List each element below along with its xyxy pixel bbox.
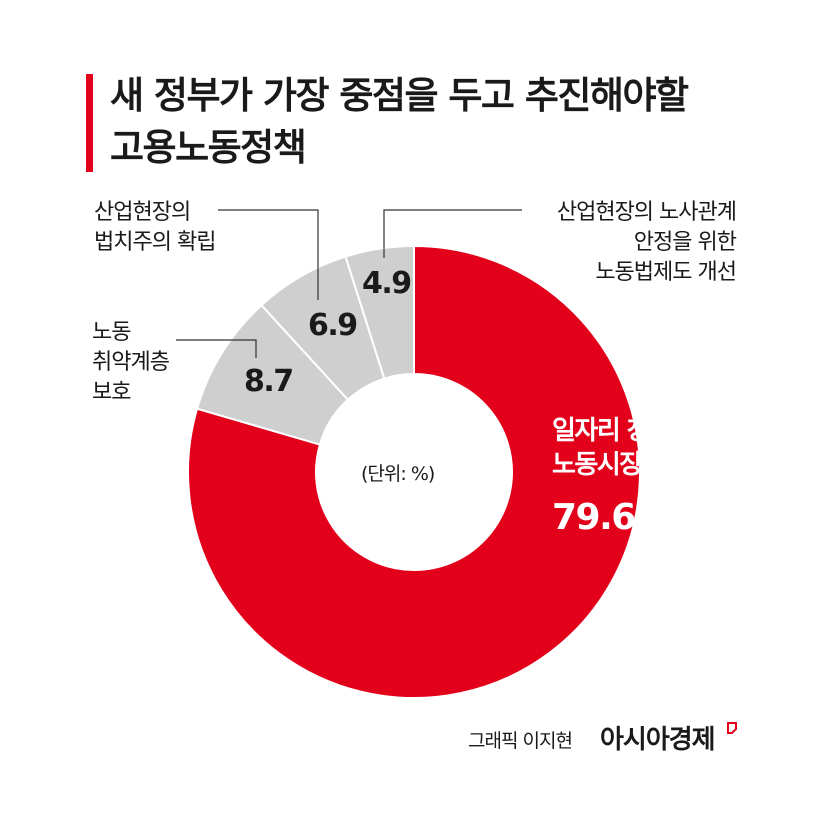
slice-label-rule-of-law-line-1: 산업현장의 bbox=[94, 200, 191, 225]
chart-title: 새 정부가 가장 중점을 두고 추진해야할 고용노동정책 bbox=[110, 70, 810, 174]
logo-mark-icon bbox=[727, 722, 737, 734]
slice-value-vulnerable-workers: 8.7 bbox=[244, 364, 294, 399]
chart-title-line-2: 고용노동정책 bbox=[110, 126, 307, 169]
slice-label-rule-of-law: 산업현장의 법치주의 확립 bbox=[94, 198, 216, 258]
graphic-credit: 그래픽 이지현 bbox=[468, 730, 573, 752]
slice-labor-relations bbox=[344, 244, 415, 380]
slice-value-labor-relations: 4.9 bbox=[362, 266, 412, 301]
leader-line-rule-of-law bbox=[218, 209, 319, 300]
slice-label-rule-of-law-line-2: 법치주의 확립 bbox=[94, 230, 216, 255]
slice-label-job-creation: 일자리 창출을 위한 노동시장 활성화 bbox=[552, 414, 748, 482]
slice-label-job-creation-line-1: 일자리 창출을 위한 bbox=[552, 416, 748, 446]
slice-label-labor-relations-line-1: 산업현장의 노사관계 bbox=[556, 200, 737, 225]
leader-line-labor-relations bbox=[383, 209, 522, 258]
slice-label-labor-relations-line-3: 노동법제도 개선 bbox=[595, 260, 737, 285]
slice-label-labor-relations-line-2: 안정을 위한 bbox=[633, 230, 737, 255]
leader-lines bbox=[176, 209, 522, 358]
leader-line-vulnerable-workers bbox=[176, 339, 257, 358]
slice-label-vulnerable-workers-line-2: 취약계층 bbox=[92, 350, 170, 375]
slice-label-vulnerable-workers: 노동 취약계층 보호 bbox=[92, 318, 170, 408]
slice-value-rule-of-law: 6.9 bbox=[308, 308, 358, 343]
slice-label-vulnerable-workers-line-1: 노동 bbox=[92, 320, 131, 345]
slice-label-vulnerable-workers-line-3: 보호 bbox=[92, 380, 131, 405]
unit-label: (단위: %) bbox=[361, 463, 435, 485]
chart-title-line-1: 새 정부가 가장 중점을 두고 추진해야할 bbox=[110, 74, 689, 117]
slice-label-labor-relations: 산업현장의 노사관계 안정을 위한 노동법제도 개선 bbox=[556, 198, 737, 288]
title-accent-bar bbox=[86, 74, 93, 172]
slice-label-job-creation-line-2: 노동시장 활성화 bbox=[552, 450, 718, 480]
publisher-logo: 아시아경제 bbox=[600, 725, 716, 755]
slice-value-job-creation: 79.6 bbox=[552, 497, 636, 538]
slice-job-creation bbox=[187, 244, 641, 699]
